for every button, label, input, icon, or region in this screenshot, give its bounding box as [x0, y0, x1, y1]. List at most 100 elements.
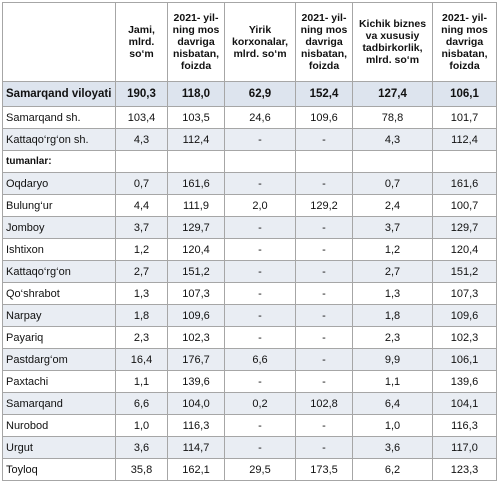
cell: 116,3	[432, 414, 497, 437]
cell: 139,6	[167, 370, 225, 393]
cell: 161,6	[167, 172, 225, 195]
row-label: Bulung‘ur	[2, 194, 116, 217]
header-cell: Yirik korxonalar, mlrd. so‘m	[224, 2, 296, 82]
table-row: Samarqand 6,6 104,0 0,2 102,8 6,4 104,1	[2, 392, 497, 415]
cell: -	[295, 414, 353, 437]
row-label: tumanlar:	[2, 150, 116, 173]
cell: -	[295, 436, 353, 459]
cell: 62,9	[224, 81, 296, 107]
cell: -	[224, 260, 296, 283]
data-table: Jami, mlrd. so‘m 2021- yil-ning mos davri…	[2, 2, 497, 481]
empty-cell	[352, 150, 433, 173]
cell: -	[295, 260, 353, 283]
cell: -	[295, 128, 353, 151]
cell: 129,7	[432, 216, 497, 239]
cell: 173,5	[295, 458, 353, 481]
cell: 6,2	[352, 458, 433, 481]
cell: 106,1	[432, 348, 497, 371]
row-label: Urgut	[2, 436, 116, 459]
cell: 9,9	[352, 348, 433, 371]
cell: 106,1	[432, 81, 497, 107]
cell: 190,3	[115, 81, 168, 107]
cell: 1,2	[352, 238, 433, 261]
cell: 109,6	[295, 106, 353, 129]
cell: 114,7	[167, 436, 225, 459]
cell: 1,8	[352, 304, 433, 327]
cell: 2,0	[224, 194, 296, 217]
cell: 129,2	[295, 194, 353, 217]
cell: 101,7	[432, 106, 497, 129]
table-row: Kattaqo‘rg‘on 2,7 151,2- -2,7 151,2	[2, 260, 497, 283]
header-cell: 2021- yil-ning mos davriga nisbatan, foi…	[167, 2, 225, 82]
table-row: tumanlar:	[2, 150, 497, 173]
table-row: Urgut 3,6 114,7- -3,6 117,0	[2, 436, 497, 459]
cell: 107,3	[167, 282, 225, 305]
cell: 4,3	[115, 128, 168, 151]
cell: 1,1	[115, 370, 168, 393]
row-label: Kattaqo‘rg‘on sh.	[2, 128, 116, 151]
cell: -	[224, 216, 296, 239]
cell: -	[295, 326, 353, 349]
cell: 103,4	[115, 106, 168, 129]
cell: 2,7	[115, 260, 168, 283]
table-row: Jomboy 3,7 129,7- -3,7 129,7	[2, 216, 497, 239]
cell: 6,6	[224, 348, 296, 371]
cell: 120,4	[167, 238, 225, 261]
row-label: Narpay	[2, 304, 116, 327]
table-row: Toyloq 35,8 162,1 29,5 173,5 6,2 123,3	[2, 458, 497, 481]
table-row: Pastdarg‘om 16,4 176,7 6,6-9,9 106,1	[2, 348, 497, 371]
cell: 117,0	[432, 436, 497, 459]
header-cell: Kichik biznes va xususiy tadbirkorlik, m…	[352, 2, 433, 82]
empty-cell	[295, 150, 353, 173]
cell: -	[224, 282, 296, 305]
cell: 0,7	[115, 172, 168, 195]
table-row: Payariq 2,3 102,3- -2,3 102,3	[2, 326, 497, 349]
table-row: Kattaqo‘rg‘on sh. 4,3 112,4- -4,3 112,4	[2, 128, 497, 151]
cell: 104,1	[432, 392, 497, 415]
row-label: Kattaqo‘rg‘on	[2, 260, 116, 283]
cell: -	[295, 282, 353, 305]
cell: -	[224, 304, 296, 327]
cell: 1,0	[352, 414, 433, 437]
cell: 139,6	[432, 370, 497, 393]
cell: 1,0	[115, 414, 168, 437]
table-row: Oqdaryo 0,7 161,6- -0,7 161,6	[2, 172, 497, 195]
cell: -	[224, 238, 296, 261]
header-cell: Jami, mlrd. so‘m	[115, 2, 168, 82]
cell: 100,7	[432, 194, 497, 217]
cell: -	[224, 370, 296, 393]
table-row: Ishtixon 1,2 120,4- -1,2 120,4	[2, 238, 497, 261]
cell: 127,4	[352, 81, 433, 107]
cell: 1,3	[115, 282, 168, 305]
cell: 3,7	[352, 216, 433, 239]
cell: -	[295, 216, 353, 239]
row-label: Samarqand sh.	[2, 106, 116, 129]
cell: 109,6	[167, 304, 225, 327]
cell: 129,7	[167, 216, 225, 239]
cell: 78,8	[352, 106, 433, 129]
cell: 3,6	[115, 436, 168, 459]
cell: 104,0	[167, 392, 225, 415]
cell: 102,8	[295, 392, 353, 415]
cell: 151,2	[167, 260, 225, 283]
cell: -	[224, 326, 296, 349]
table-body: Samarqand viloyati 190,3 118,0 62,9 152,4 127…	[2, 81, 497, 481]
cell: -	[295, 304, 353, 327]
cell: 3,7	[115, 216, 168, 239]
cell: 102,3	[167, 326, 225, 349]
cell: -	[295, 172, 353, 195]
cell: 2,4	[352, 194, 433, 217]
row-label: Ishtixon	[2, 238, 116, 261]
row-label: Samarqand	[2, 392, 116, 415]
cell: 116,3	[167, 414, 225, 437]
cell: 2,7	[352, 260, 433, 283]
row-label: Oqdaryo	[2, 172, 116, 195]
cell: 1,2	[115, 238, 168, 261]
row-label: Qo‘shrabot	[2, 282, 116, 305]
cell: -	[224, 172, 296, 195]
cell: 1,8	[115, 304, 168, 327]
cell: 1,3	[352, 282, 433, 305]
table-row: Nurobod 1,0 116,3- -1,0 116,3	[2, 414, 497, 437]
table-row: Samarqand sh. 103,4 103,5 24,6 109,6 78,8 101,…	[2, 106, 497, 129]
